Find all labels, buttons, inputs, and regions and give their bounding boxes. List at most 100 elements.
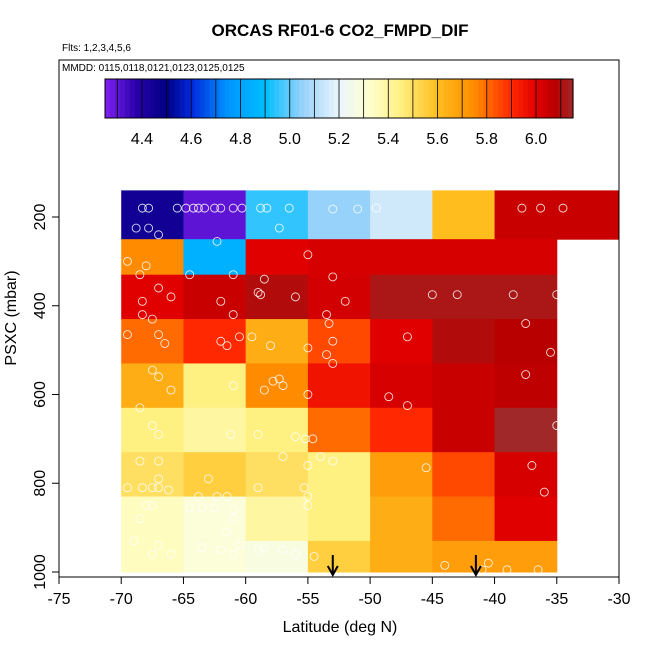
observation-marker xyxy=(521,319,531,328)
observation-marker xyxy=(212,492,222,502)
colorbar-segment xyxy=(254,79,260,118)
observation-marker xyxy=(303,500,313,510)
heatmap-cell xyxy=(245,496,309,542)
x-tick-label: -65 xyxy=(172,591,195,608)
observation-markers xyxy=(122,203,568,575)
colorbar-segment xyxy=(214,79,221,118)
latitude-arrows xyxy=(326,555,482,578)
observation-marker xyxy=(308,434,318,444)
heatmap-cell xyxy=(432,239,496,276)
observation-marker xyxy=(452,290,462,300)
observation-marker xyxy=(200,203,210,213)
heatmap-cell xyxy=(556,190,620,240)
colorbar-segment xyxy=(139,79,146,118)
observation-marker xyxy=(129,536,139,546)
observation-marker xyxy=(210,203,220,213)
colorbar-segment xyxy=(279,79,285,118)
observation-marker xyxy=(222,527,232,537)
colorbar-segment xyxy=(244,79,250,118)
colorbar-tick-label: 5.2 xyxy=(328,131,350,148)
observation-marker xyxy=(203,474,213,484)
observation-marker xyxy=(259,274,269,284)
colorbar-segment xyxy=(294,79,300,118)
heatmap-cell xyxy=(370,407,433,453)
colorbar-segment xyxy=(388,79,395,118)
colorbar-segment xyxy=(348,79,355,118)
colorbar-segment xyxy=(199,79,206,118)
observation-marker xyxy=(299,483,309,493)
observation-marker xyxy=(259,543,269,553)
heatmap-cell xyxy=(494,319,558,364)
heatmap-cell xyxy=(307,363,371,409)
observation-marker xyxy=(154,283,164,293)
heatmap-cell xyxy=(307,540,371,573)
heatmap-cell xyxy=(121,319,184,364)
colorbar-segment xyxy=(309,79,315,118)
colorbar-segment xyxy=(358,79,365,118)
observation-marker xyxy=(533,565,543,575)
observation-marker xyxy=(300,434,310,444)
colorbar-segment xyxy=(144,79,151,118)
observation-marker xyxy=(402,332,412,342)
observation-marker xyxy=(274,223,284,233)
observation-marker xyxy=(539,487,549,497)
observation-marker xyxy=(303,390,313,399)
colorbar-segment xyxy=(488,79,494,118)
observation-marker xyxy=(278,545,288,555)
observation-marker xyxy=(228,505,238,515)
observation-marker xyxy=(268,376,278,386)
colorbar-segment xyxy=(553,79,559,118)
observation-marker xyxy=(256,290,266,300)
observation-marker xyxy=(144,223,154,233)
chart-title: ORCAS RF01-6 CO2_FMPD_DIF xyxy=(212,21,469,40)
colorbar-segment xyxy=(169,79,176,118)
colorbar-tick-label: 4.8 xyxy=(229,131,251,148)
colorbar-tick-label: 6.0 xyxy=(525,131,547,148)
colorbar-segment xyxy=(393,79,400,118)
observation-marker xyxy=(131,223,141,233)
colorbar-segment xyxy=(154,79,161,118)
colorbar-segment xyxy=(473,79,480,118)
x-axis: -75 -70 -65 -60 -55 -50 -45 -40 -35 -30 xyxy=(47,576,631,608)
observation-marker xyxy=(527,461,537,470)
observation-marker xyxy=(228,270,238,280)
colorbar-segment xyxy=(368,79,375,118)
observation-marker xyxy=(384,392,394,402)
colorbar-segment xyxy=(114,79,121,118)
colorbar-segment xyxy=(378,79,385,118)
observation-marker xyxy=(181,203,191,213)
colorbar-segment xyxy=(219,79,226,118)
observation-marker xyxy=(137,310,147,320)
heatmap-cell xyxy=(370,540,433,573)
colorbar-segment xyxy=(149,79,156,118)
observation-marker xyxy=(166,549,176,559)
heatmap-cell xyxy=(494,274,558,320)
observation-marker xyxy=(552,421,562,431)
observation-marker xyxy=(234,540,244,550)
observation-marker xyxy=(154,372,164,382)
x-tick-label: -75 xyxy=(47,591,70,608)
colorbar-segment xyxy=(234,79,241,118)
colorbar-segment xyxy=(124,79,131,118)
colorbar-segment xyxy=(433,79,440,118)
y-tick-label: 800 xyxy=(32,470,49,497)
colorbar-segment xyxy=(179,79,186,118)
observation-marker xyxy=(340,296,350,306)
colorbar-segment xyxy=(264,79,270,118)
dates-subtitle: MMDD: 0115,0118,0121,0123,0125,0125 xyxy=(62,63,245,74)
heatmap-cell xyxy=(121,407,184,453)
heatmap-cell xyxy=(183,274,247,320)
heatmap-cell xyxy=(370,363,433,409)
observation-marker xyxy=(328,358,338,368)
colorbar-segment xyxy=(513,79,519,118)
observation-marker xyxy=(228,514,238,524)
heatmap-cell xyxy=(370,319,433,364)
heatmap-cell xyxy=(494,540,558,573)
observation-marker xyxy=(521,370,531,379)
observation-marker xyxy=(284,203,294,213)
colorbar-segment xyxy=(204,79,211,118)
colorbar-segment xyxy=(249,79,255,118)
heatmap-cell xyxy=(370,452,433,498)
observation-marker xyxy=(141,500,151,510)
